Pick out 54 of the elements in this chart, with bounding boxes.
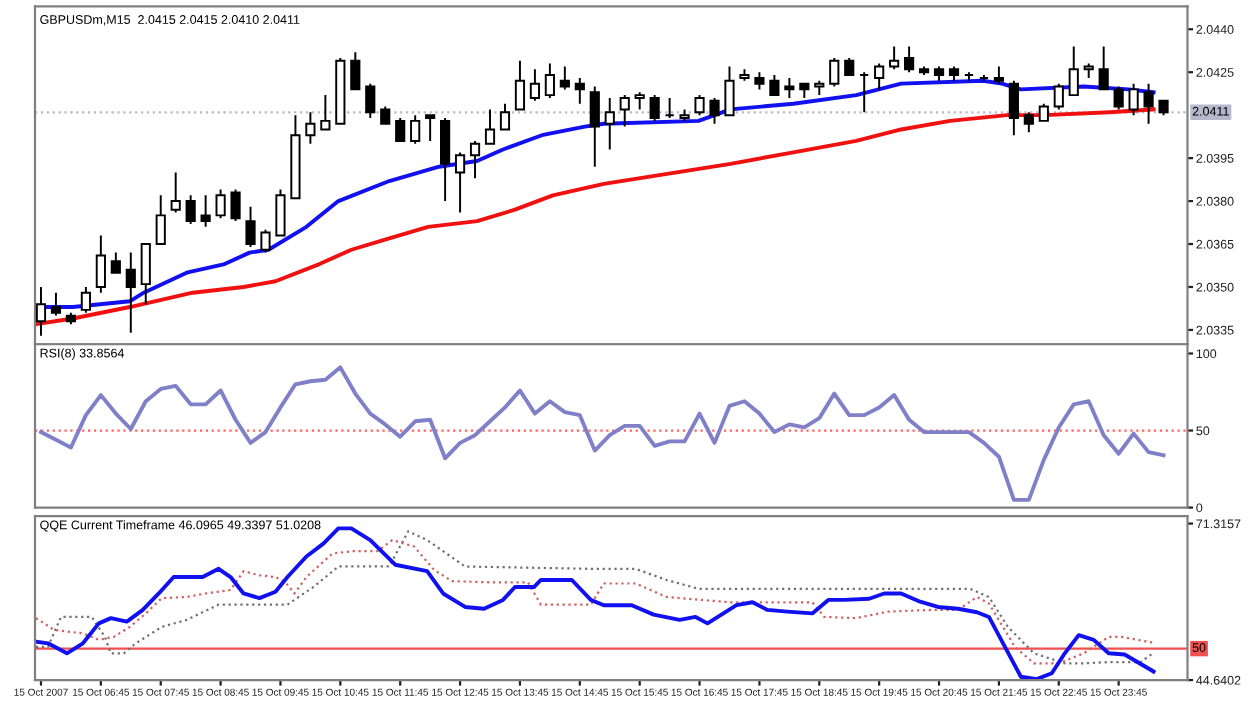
candlestick <box>275 188 286 237</box>
candlestick <box>1128 82 1139 117</box>
candlestick <box>589 85 600 168</box>
candlestick <box>874 62 885 91</box>
candlestick <box>889 45 900 71</box>
candlestick <box>1023 111 1034 134</box>
candlestick <box>649 94 660 122</box>
candlestick <box>514 59 526 111</box>
candlestick <box>829 56 840 88</box>
candlestick <box>529 68 540 102</box>
candlestick <box>395 117 406 142</box>
candlestick <box>904 45 915 74</box>
candlestick <box>95 234 106 294</box>
candlestick <box>1143 82 1154 125</box>
candlestick <box>1068 45 1079 97</box>
candlestick <box>1098 45 1109 91</box>
candlestick <box>350 51 361 91</box>
candlestick <box>125 251 136 334</box>
candlestick <box>80 286 91 314</box>
candlestick <box>1008 79 1019 137</box>
candlestick <box>425 114 436 142</box>
candlestick <box>260 228 271 254</box>
candlestick <box>50 291 62 317</box>
candlestick <box>544 62 555 99</box>
candlestick <box>694 94 705 117</box>
candlestick <box>305 111 316 145</box>
candlestick <box>245 205 256 248</box>
candlestick <box>215 188 226 220</box>
candlestick <box>110 251 121 274</box>
candlestick <box>200 194 211 228</box>
candlestick <box>484 108 496 145</box>
candlestick <box>140 243 151 306</box>
candlestick <box>499 102 511 131</box>
candlestick <box>469 139 481 180</box>
candlestick <box>320 94 331 131</box>
candlestick <box>1053 82 1064 111</box>
candlestick <box>559 65 570 91</box>
candlestick <box>440 117 451 203</box>
candlestick <box>185 194 196 225</box>
candlestick <box>709 97 720 125</box>
candlestick <box>410 114 421 145</box>
candlestick <box>454 151 466 214</box>
candlestick <box>1113 85 1124 111</box>
candlestick <box>604 97 615 151</box>
candlestick <box>155 194 166 245</box>
candlestick <box>230 188 241 223</box>
candlestick <box>769 74 780 97</box>
candlestick <box>574 76 585 105</box>
candlestick <box>724 65 735 117</box>
candlestick <box>365 82 376 119</box>
candlestick <box>170 171 181 214</box>
line-series <box>39 365 1166 502</box>
candlestick <box>619 94 630 128</box>
candlestick <box>35 286 47 337</box>
